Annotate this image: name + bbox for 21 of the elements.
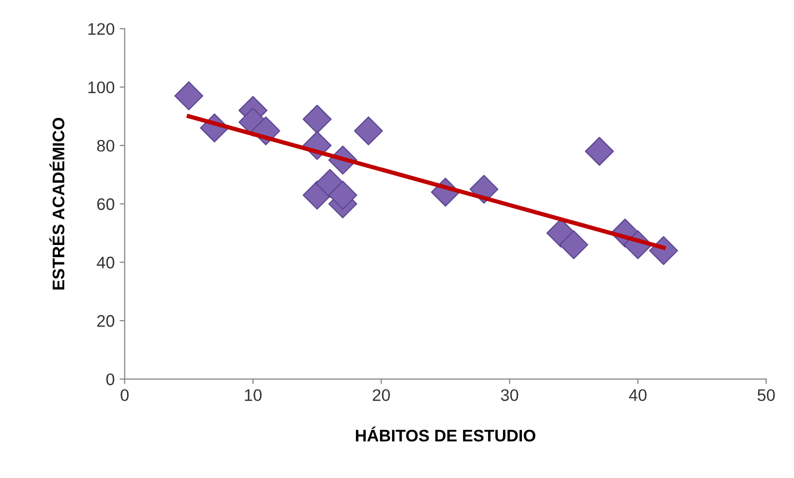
x-tick-label: 30 (500, 389, 518, 402)
y-tick-label: 80 (97, 140, 114, 152)
y-tick-label: 100 (88, 81, 114, 94)
point (302, 104, 332, 134)
point (328, 180, 358, 210)
x-tick-label: 0 (120, 389, 129, 402)
point (584, 136, 614, 166)
point (354, 116, 383, 146)
y-axis-title: ESTRÉS ACADÉMICO (49, 118, 64, 290)
y-tick-label: 20 (97, 315, 114, 327)
x-tick-label: 20 (372, 389, 390, 402)
x-tick-label: 40 (629, 389, 647, 402)
point (174, 81, 204, 110)
y-tick-label: 0 (106, 373, 114, 386)
x-tick-label: 50 (758, 389, 775, 402)
y-tick-label: 120 (88, 23, 114, 35)
y-tick-label: 60 (97, 198, 114, 210)
x-tick-label: 10 (244, 389, 262, 402)
x-axis-title: HÁBITOS DE ESTUDIO (356, 426, 536, 442)
point (559, 230, 588, 260)
y-tick-label: 40 (96, 256, 114, 268)
